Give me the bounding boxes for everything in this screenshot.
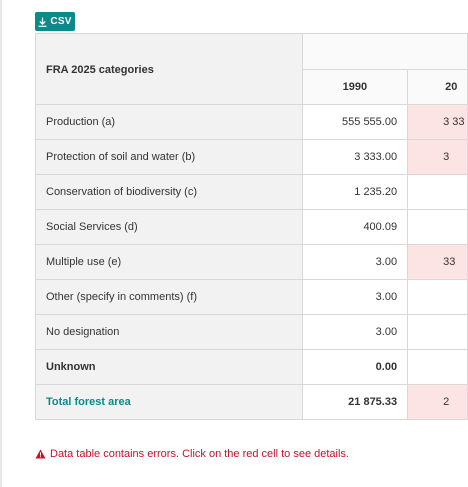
error-value-cell-2000[interactable]: 3	[407, 139, 468, 175]
value-cell-1990[interactable]: 0.00	[301, 349, 409, 385]
row-label: Social Services (d)	[35, 209, 303, 245]
error-value-cell-2000[interactable]: 2	[407, 384, 468, 420]
table-row: Social Services (d) 400.09	[35, 209, 468, 245]
row-label: Protection of soil and water (b)	[35, 139, 303, 175]
panel-left-border	[0, 0, 2, 487]
table-row: Total forest area 21 875.33 2	[35, 384, 468, 420]
value-cell-1990[interactable]: 3.00	[301, 314, 409, 350]
table-row: Other (specify in comments) (f) 3.00	[35, 279, 468, 315]
row-label: Multiple use (e)	[35, 244, 303, 280]
table-row: Unknown 0.00	[35, 349, 468, 385]
year-header-2000: 20	[407, 69, 468, 105]
category-column-header: FRA 2025 categories	[35, 33, 303, 105]
value-cell-1990[interactable]: 400.09	[301, 209, 409, 245]
row-label: No designation	[35, 314, 303, 350]
warning-icon	[35, 449, 46, 459]
value-cell-2000[interactable]	[407, 279, 468, 315]
value-cell-1990[interactable]: 3 333.00	[301, 139, 409, 175]
table-row: No designation 3.00	[35, 314, 468, 350]
table-row: Multiple use (e) 3.00 33	[35, 244, 468, 280]
value-cell-2000[interactable]	[407, 314, 468, 350]
download-icon	[38, 17, 47, 27]
table-error-message: Data table contains errors. Click on the…	[35, 448, 349, 460]
value-cell-1990[interactable]: 3.00	[301, 244, 409, 280]
table-row: Production (a) 555 555.00 3 33	[35, 104, 468, 140]
error-message-text: Data table contains errors. Click on the…	[50, 448, 349, 460]
row-label: Other (specify in comments) (f)	[35, 279, 303, 315]
csv-export-button[interactable]: CSV	[35, 12, 75, 31]
table-row: Conservation of biodiversity (c) 1 235.20	[35, 174, 468, 210]
value-cell-2000[interactable]	[407, 174, 468, 210]
error-value-cell-2000[interactable]: 33	[407, 244, 468, 280]
table-body: Production (a) 555 555.00 3 33 Protection o…	[35, 104, 468, 420]
error-value-cell-2000[interactable]: 3 33	[407, 104, 468, 140]
value-cell-1990[interactable]: 1 235.20	[301, 174, 409, 210]
row-label: Production (a)	[35, 104, 303, 140]
value-cell-1990[interactable]: 555 555.00	[301, 104, 409, 140]
csv-button-label: CSV	[50, 16, 72, 27]
value-cell-1990[interactable]: 3.00	[301, 279, 409, 315]
row-label: Total forest area	[35, 384, 303, 420]
table-row: Protection of soil and water (b) 3 333.00…	[35, 139, 468, 175]
value-cell-2000[interactable]	[407, 349, 468, 385]
value-cell-2000[interactable]	[407, 209, 468, 245]
forest-area-table: FRA 2025 categories 1990 20 Production (…	[35, 33, 468, 420]
years-group-header	[301, 33, 468, 70]
row-label: Unknown	[35, 349, 303, 385]
year-header-1990: 1990	[301, 69, 409, 105]
value-cell-1990[interactable]: 21 875.33	[301, 384, 409, 420]
row-label: Conservation of biodiversity (c)	[35, 174, 303, 210]
